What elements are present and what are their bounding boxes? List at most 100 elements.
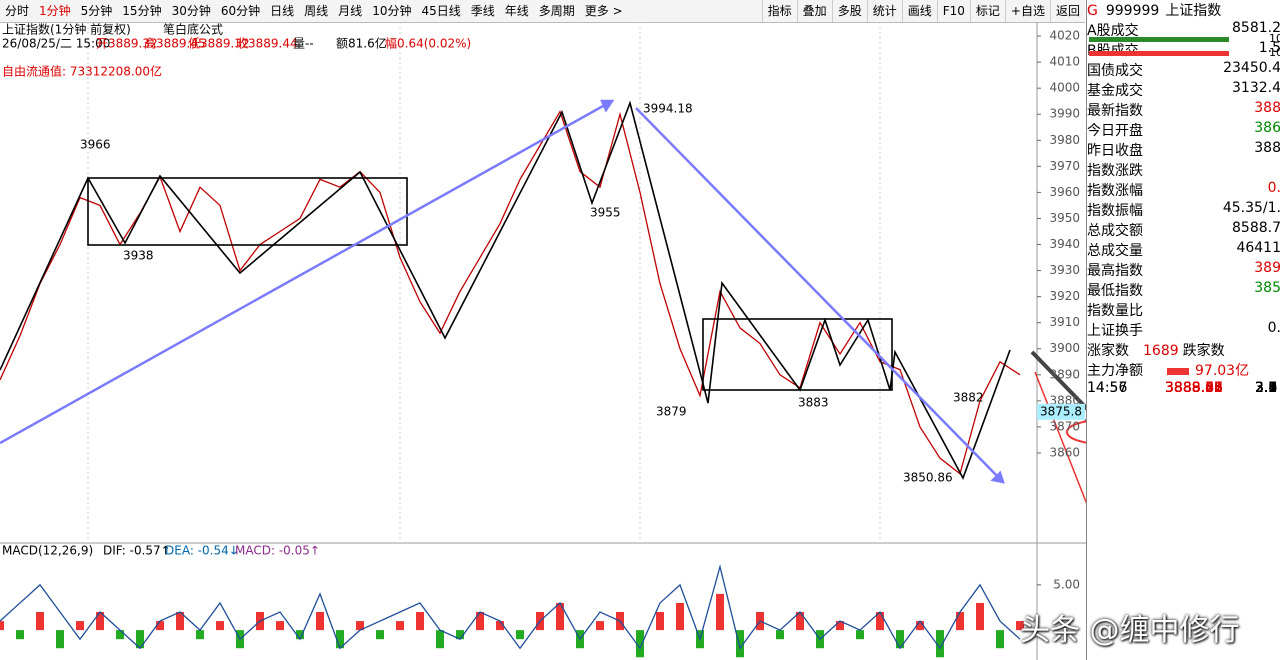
y-tick-label: 3910 (1049, 315, 1080, 329)
label: 国债成交 (1087, 63, 1143, 79)
tab[interactable]: 10分钟 (372, 4, 412, 18)
tool-button[interactable]: 多股 (831, 0, 867, 22)
label: 最低指数 (1087, 283, 1143, 299)
y-tick-label: 3930 (1049, 263, 1080, 277)
row: 指数涨幅 0. (1087, 180, 1280, 200)
tool-button[interactable]: 返回 (1049, 0, 1085, 22)
value: 388 (1254, 100, 1280, 116)
macd-bar (196, 630, 204, 640)
row: 最高指数 389 (1087, 260, 1280, 280)
row: A股成交 8581.2 (1087, 20, 1280, 40)
tab[interactable]: 5分钟 (80, 4, 113, 18)
up-count: 1689 (1143, 343, 1179, 359)
macd-bar (216, 621, 224, 631)
tool-button[interactable]: +自选 (1004, 0, 1050, 22)
price: 3888.68 (1165, 380, 1223, 396)
macd-bar (496, 621, 504, 631)
tab[interactable]: 45日线 (421, 4, 461, 18)
volume: 3.1 (1255, 380, 1278, 396)
price: 3889.06 (1165, 380, 1223, 396)
row: 上证换手 0. (1087, 320, 1280, 340)
macd-bar (156, 621, 164, 631)
tool-button[interactable]: 统计 (866, 0, 902, 22)
y-tick-label: 3900 (1049, 341, 1080, 355)
macd-bar (56, 630, 64, 649)
bar-label: 10 (1269, 46, 1280, 59)
macd-bar (876, 612, 884, 631)
tab[interactable]: 60分钟 (220, 4, 261, 18)
tab[interactable]: 30分钟 (171, 4, 211, 18)
up-label: 涨家数 (1087, 343, 1129, 359)
stroke-annotations (0, 100, 1011, 480)
tool-button[interactable]: 画线 (901, 0, 937, 22)
tab[interactable]: 1分钟 (39, 4, 71, 18)
label: 总成交额 (1087, 223, 1143, 239)
current-price-box (1037, 403, 1085, 420)
tool-button[interactable]: 标记 (969, 0, 1005, 22)
value: 388 (1254, 140, 1280, 156)
tab[interactable]: 更多 > (584, 4, 623, 18)
quote-high: 高3889.45 (144, 36, 206, 51)
volume: 3.3 (1255, 380, 1278, 396)
macd-bar (916, 621, 924, 631)
quote-amount: 额81.6亿 (336, 36, 387, 51)
tab[interactable]: 日线 (270, 4, 295, 18)
y-tick-label: 3860 (1049, 445, 1080, 459)
macd-bar (276, 621, 284, 631)
watermark: 头条 @缠中修行 (1020, 613, 1240, 648)
tab[interactable]: 月线 (338, 4, 363, 18)
tool-button[interactable]: 指标 (761, 0, 797, 22)
volume: 3.1 (1255, 380, 1278, 396)
down-label: 跌家数 (1182, 343, 1225, 359)
value: 386 (1254, 120, 1280, 136)
macd-bar (456, 630, 464, 640)
row: 总成交量 46411 (1087, 240, 1280, 260)
macd-bar (996, 630, 1004, 649)
y-tick-label: 3890 (1049, 367, 1080, 381)
label: 今日开盘 (1087, 123, 1143, 139)
macd-bar (356, 621, 364, 631)
tool-button[interactable]: F10 (936, 0, 970, 22)
volume: 3.4 (1255, 380, 1278, 396)
y-tick-label: 3980 (1049, 133, 1080, 147)
macd-bar (136, 630, 144, 649)
macd-bar (416, 612, 424, 631)
volume: 2.9 (1255, 380, 1278, 396)
macd-bar (336, 630, 344, 649)
value: 45.35/1. (1222, 200, 1280, 216)
pivot-label: 3994.18 (643, 102, 693, 116)
tab[interactable]: 年线 (504, 4, 529, 18)
row: B股成交1.5 (1087, 40, 1280, 60)
row: 涨家数 1689 跌家数 (1087, 340, 1280, 360)
quote-panel: G 999999 上证指数 1010 A股成交 8581.2 B股成交1.5 国债成交 2345… (1086, 0, 1280, 660)
y-tick-label: 3940 (1049, 237, 1080, 251)
quote-close: 收3889.44 (236, 37, 298, 51)
macd-dea: DEA: -0.54↓ (165, 544, 239, 558)
price: 3888.33 (1165, 380, 1223, 396)
label: 最新指数 (1087, 103, 1143, 119)
label: 指数涨跌 (1087, 163, 1143, 179)
macd-bar (896, 630, 904, 649)
price: 3888.7 (1165, 380, 1214, 396)
macd-bar (956, 612, 964, 631)
tab[interactable]: 周线 (304, 4, 329, 18)
quote-change: 幅0.64(0.02%) (385, 36, 471, 51)
tab[interactable]: 季线 (470, 4, 495, 18)
quote-volume: 量-- (293, 37, 314, 51)
bar-down (1089, 51, 1229, 56)
tab[interactable]: 15分钟 (122, 4, 162, 18)
label: A股成交 (1087, 23, 1139, 39)
tab[interactable]: 分时 (5, 4, 30, 18)
quote-low: 低3889.32 (188, 37, 250, 51)
row: 昨日收盘 388 (1087, 140, 1280, 160)
tool-button[interactable]: 叠加 (796, 0, 832, 22)
pivot-label: 3882 (953, 391, 984, 405)
macd-bar (856, 630, 864, 640)
time: 14:56 (1087, 380, 1128, 396)
tab[interactable]: 多周期 (538, 4, 575, 18)
value: 46411 (1236, 240, 1280, 256)
value: 1.5 (1258, 40, 1280, 56)
row: 指数振幅 45.35/1. (1087, 200, 1280, 220)
macd-bar (316, 612, 324, 631)
